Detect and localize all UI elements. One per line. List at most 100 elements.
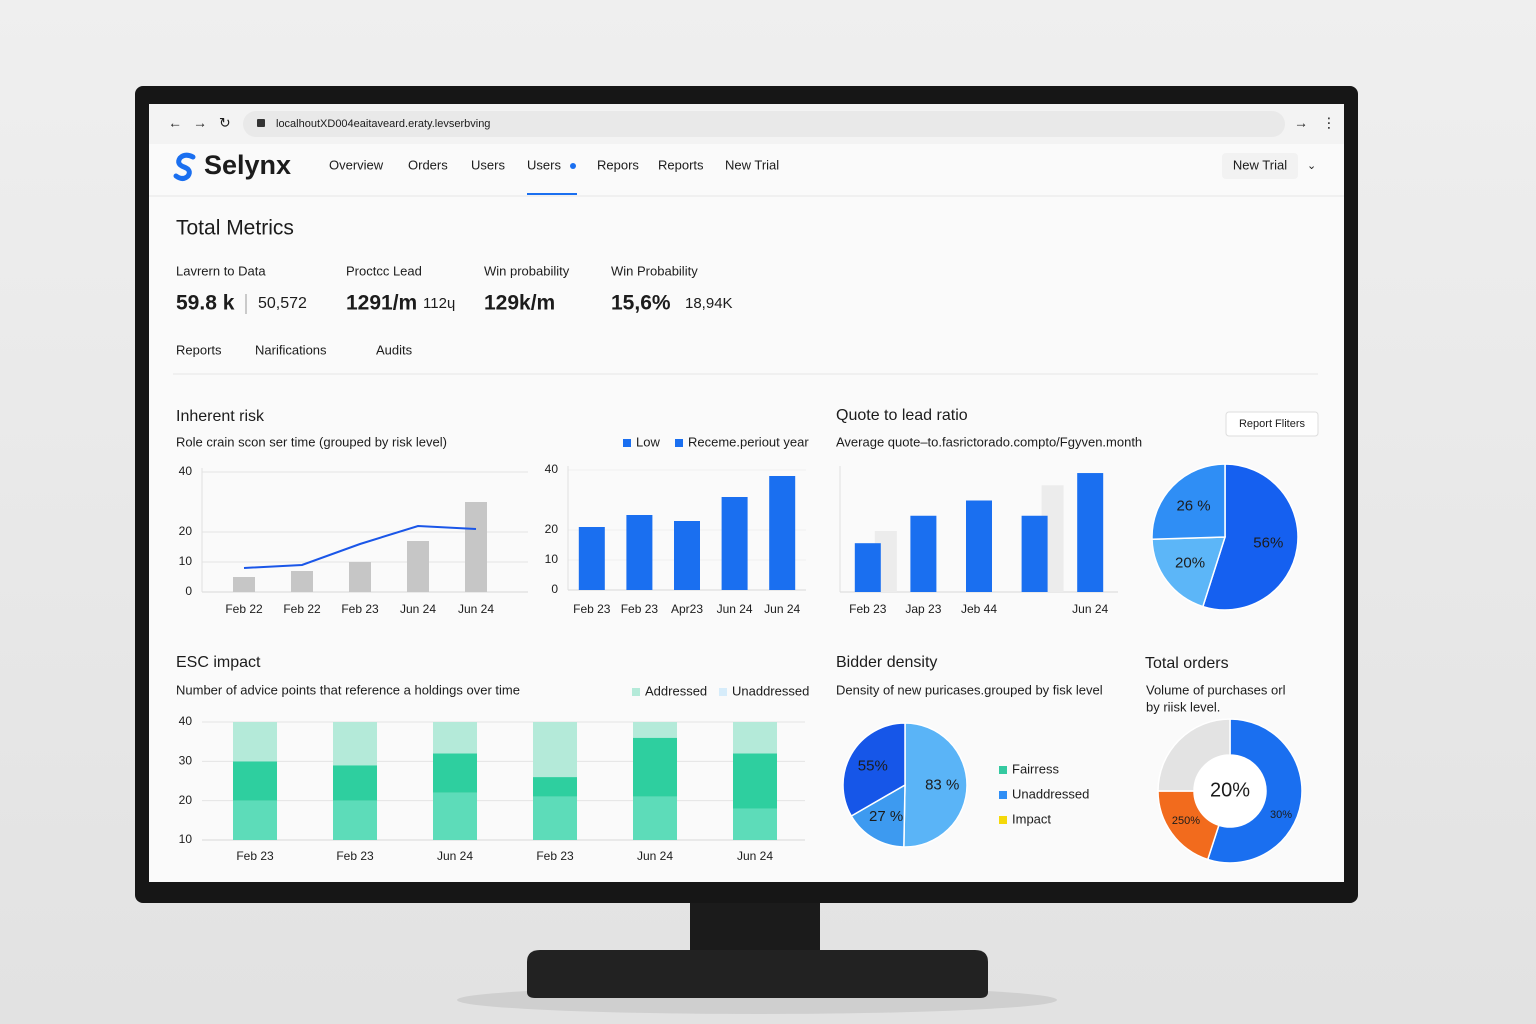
x-tick-label: Jun 24 [764,602,800,616]
slice-label: 55% [858,757,888,774]
y-tick-label: 20 [179,793,193,807]
legend-swatch [632,688,640,696]
y-tick-label: 20 [179,524,193,538]
y-tick-label: 20 [545,522,559,536]
bar-segment [533,796,577,840]
reload-button[interactable]: ↻ [219,115,231,131]
legend-label: Unaddressed [1012,786,1089,801]
go-button[interactable]: → [1294,115,1308,131]
section-title: Total Metrics [176,217,294,240]
y-tick-label: 10 [545,552,559,566]
button-label[interactable]: Report Fliters [1239,418,1306,430]
donut-hole [1194,755,1266,827]
bar-segment [333,800,377,840]
report-filters-button[interactable] [1225,411,1319,437]
y-tick-label: 40 [179,464,193,478]
slice-label: 26 % [1176,497,1210,514]
metric-label: Lavrern to Data [176,263,266,278]
metric-value: 15,6% [611,292,671,315]
nav-item[interactable]: Repors [597,157,639,172]
legend-label: Impact [1012,811,1051,826]
line [243,524,477,569]
x-tick-label: Feb 23 [573,602,611,616]
center-label: 20% [1210,779,1250,801]
x-tick-label: Jap 23 [905,602,941,616]
chart-title: Bidder density [836,654,937,671]
chart-subtitle: by riisk level. [1146,699,1220,714]
lock-icon [257,119,265,127]
y-tick-label: 10 [179,832,193,846]
nav-item[interactable]: Users [527,157,561,172]
legend-swatch [999,766,1007,774]
nav-item[interactable]: Users [471,157,505,172]
bar-segment [533,777,577,797]
nav-item[interactable]: Orders [408,157,448,172]
bar-segment [733,753,777,809]
legend-swatch [999,816,1007,824]
url: localhoutXD004eaitaveard.eraty.levserbvi… [276,118,490,130]
chevron[interactable]: ⌄ [1307,160,1316,172]
x-tick-label: Jun 24 [437,849,473,863]
tab[interactable]: Narifications [255,342,327,357]
tab[interactable]: Reports [176,342,222,357]
logo-icon [173,152,196,181]
bar-segment [233,761,277,801]
y-tick-label: 40 [545,462,559,476]
bar-segment [633,737,677,797]
metric-value: 59.8 k [176,292,235,315]
x-tick-label: Jun 24 [717,602,753,616]
address-bar[interactable] [243,111,1285,137]
bar-segment [533,722,577,778]
x-tick-label: Apr23 [671,602,703,616]
nav-item[interactable]: New Trial [725,157,779,172]
x-tick-label: Feb 22 [225,602,263,616]
stand-neck [690,900,820,952]
nav-item[interactable]: Reports [658,157,704,172]
chart-subtitle: Average quote–to.fasrictorado.compto/Fgy… [836,434,1142,449]
slice-label: 20% [1175,554,1205,571]
metric-secondary: 18,94K [685,295,733,312]
metric-secondary: 112ɥ [423,295,455,312]
bar-segment [233,722,277,762]
bar-segment [333,765,377,801]
tab[interactable]: Audits [376,342,413,357]
bar-segment [433,792,477,840]
bar [465,502,487,592]
button-label[interactable]: New Trial [1233,157,1287,172]
bar [1021,515,1048,592]
bar-segment [433,722,477,754]
bar-segment [433,753,477,793]
menu-button[interactable]: ⋮ [1322,115,1336,131]
bar [233,577,255,592]
bar [674,521,700,590]
bar [721,497,748,590]
chart-title: ESC impact [176,654,261,671]
bar [407,541,429,592]
bar [854,543,881,592]
bar [291,571,313,592]
metric-secondary: 50,572 [258,295,307,312]
x-tick-label: Jun 24 [458,602,494,616]
chart-title: Quote to lead ratio [836,407,968,424]
legend-label: Receme.periout year [688,434,809,449]
forward-button[interactable]: → [193,115,207,131]
legend-swatch [999,791,1007,799]
pie-slice [842,722,906,818]
chart-subtitle: Number of advice points that reference a… [176,682,520,697]
legend-swatch [623,439,631,447]
active-dot [570,163,576,169]
legend-label: Unaddressed [732,683,809,698]
bar [966,500,992,592]
chart-subtitle: Density of new puricases.grouped by fisk… [836,682,1103,697]
bar-segment [733,808,777,840]
nav-item[interactable]: Overview [329,157,384,172]
slice-label: 27 % [869,808,903,825]
y-tick-label: 30 [179,754,193,768]
x-tick-label: Feb 22 [283,602,321,616]
bar [349,562,371,592]
bar-segment [633,722,677,738]
back-button[interactable]: ← [168,115,182,131]
x-tick-label: Jun 24 [1072,602,1108,616]
new-trial-button[interactable] [1222,153,1298,179]
annotation: 250% [1172,815,1200,827]
